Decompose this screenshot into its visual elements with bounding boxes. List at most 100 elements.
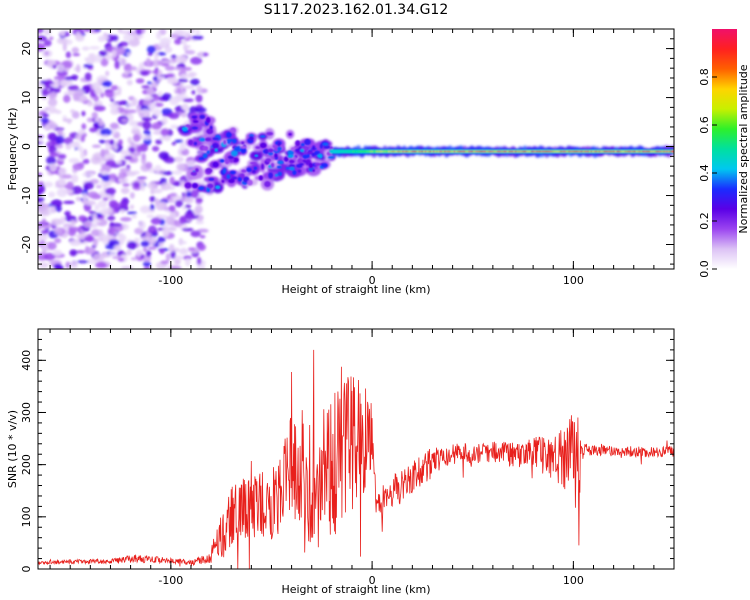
heatmap-cell [67, 119, 72, 125]
heatmap-cell [60, 30, 66, 37]
heatmap-cell-core [232, 138, 237, 144]
heatmap-cell [151, 70, 159, 74]
heatmap-cell [62, 200, 75, 204]
heatmap-cell [99, 128, 112, 136]
heatmap-cell [93, 105, 106, 112]
snr-x-ticks: -100 0 100 [49, 329, 675, 587]
heatmap-cell [75, 250, 86, 254]
heatmap-cell [196, 243, 207, 251]
heatmap-cell [141, 152, 146, 160]
heatmap-cell [129, 192, 135, 199]
spectrogram-y-axis-label: Frequency (Hz) [6, 108, 19, 191]
heatmap-cell [81, 46, 90, 51]
heatmap-cell-core [305, 160, 309, 164]
heatmap-cell [161, 62, 170, 67]
heatmap-cell [64, 210, 71, 217]
heatmap-cell-core [221, 179, 225, 183]
heatmap-cell [142, 134, 152, 140]
heatmap-cell [126, 249, 132, 256]
heatmap-cell-core [228, 178, 235, 184]
heatmap-cell [169, 192, 178, 197]
heatmap-cell [43, 80, 55, 90]
heatmap-cell-core [265, 158, 272, 163]
heatmap-cell-core [289, 166, 295, 171]
heatmap-cell [191, 89, 196, 95]
heatmap-cell [132, 97, 138, 107]
heatmap-cell [91, 82, 101, 90]
heatmap-cell [155, 76, 166, 80]
heatmap-cell [152, 131, 163, 135]
heatmap-cell-core [241, 141, 245, 145]
heatmap-cell [50, 218, 63, 226]
heatmap-cell [84, 200, 96, 206]
heatmap-cell [49, 152, 59, 157]
heatmap-cell [105, 141, 110, 151]
heatmap-cell [132, 181, 141, 189]
snr-y-tick-label: 400 [20, 350, 33, 371]
heatmap-cell-core [284, 156, 289, 162]
heatmap-cell [113, 244, 122, 251]
heatmap-cell [100, 134, 109, 139]
heatmap-ridge-core [671, 150, 674, 153]
heatmap-cell [100, 170, 109, 176]
heatmap-cell [139, 143, 149, 152]
heatmap-cell [75, 196, 81, 202]
heatmap-cell [190, 230, 201, 238]
heatmap-cell [78, 129, 86, 135]
heatmap-cell [101, 173, 111, 182]
heatmap-cell [169, 176, 175, 185]
heatmap-cell [123, 109, 129, 115]
heatmap-cell [43, 39, 52, 47]
heatmap-cell [120, 187, 130, 194]
heatmap-cell [121, 265, 134, 269]
heatmap-cell [63, 94, 71, 103]
heatmap-cell-core [323, 145, 331, 149]
heatmap-cell [144, 95, 154, 101]
heatmap-cell-core [274, 173, 278, 177]
heatmap-cell-core [268, 172, 274, 179]
heatmap-cell [43, 29, 52, 36]
heatmap-cell-core [226, 138, 234, 142]
heatmap-cell [173, 29, 184, 35]
heatmap-cell [161, 93, 172, 102]
heatmap-cell-core [227, 155, 235, 160]
heatmap-cell [110, 222, 123, 227]
heatmap-cell [103, 207, 113, 212]
heatmap-cell [109, 139, 115, 146]
heatmap-cell [136, 29, 142, 36]
heatmap-cell [147, 182, 158, 189]
heatmap-cell [126, 211, 138, 215]
heatmap-cell-core [225, 131, 232, 138]
heatmap-cell [97, 35, 110, 41]
heatmap-cell [164, 65, 176, 71]
heatmap-cell [170, 265, 182, 269]
heatmap-cell [40, 117, 49, 124]
heatmap-cell [123, 33, 135, 42]
heatmap-cell [105, 70, 110, 77]
heatmap-cell [126, 52, 131, 56]
heatmap-cell-core [205, 117, 211, 124]
heatmap-cell [190, 78, 200, 86]
heatmap-cell [38, 172, 43, 176]
heatmap-cell [93, 29, 101, 32]
heatmap-cell [197, 193, 205, 199]
heatmap-cell [70, 260, 79, 269]
heatmap-cell [65, 261, 71, 269]
heatmap-cell [196, 85, 203, 94]
heatmap-cell [181, 90, 187, 95]
heatmap-cell [187, 72, 196, 78]
heatmap-cell-core [302, 159, 307, 163]
heatmap-cell [82, 241, 88, 245]
heatmap-cell-core [259, 142, 267, 149]
heatmap-cell [184, 211, 195, 220]
heatmap-cell [38, 35, 48, 42]
heatmap-cell [146, 87, 155, 96]
heatmap-cell [123, 70, 132, 75]
heatmap-cell [80, 135, 85, 142]
heatmap-cell [94, 204, 100, 211]
heatmap-cell-core [212, 137, 220, 141]
heatmap-cell [38, 222, 43, 231]
heatmap-cell [41, 113, 50, 117]
heatmap-cell [82, 172, 95, 178]
heatmap-cell [199, 234, 206, 239]
